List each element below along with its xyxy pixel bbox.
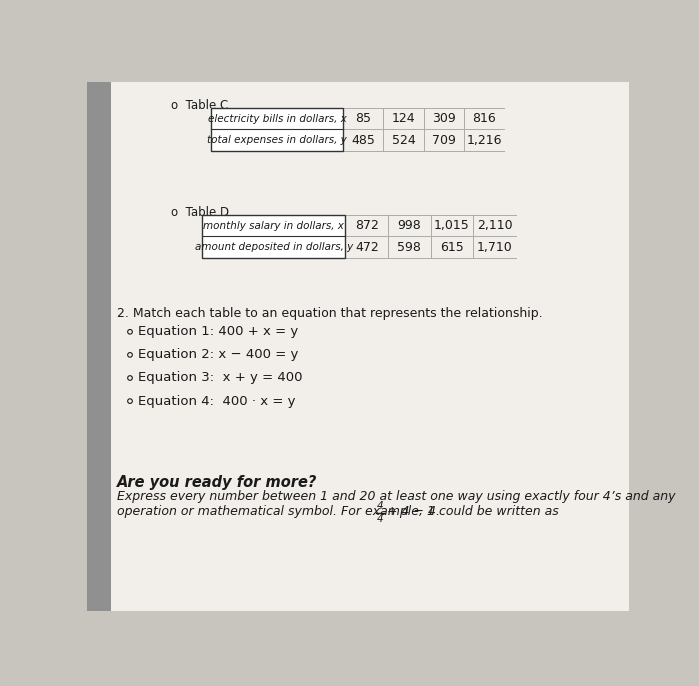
Text: 709: 709 [432,134,456,147]
Text: Equation 4:  400 · x = y: Equation 4: 400 · x = y [138,394,295,407]
Text: + 4 − 4.: + 4 − 4. [387,505,440,518]
Text: o  Table D: o Table D [171,206,229,219]
Text: 598: 598 [398,241,421,254]
Text: amount deposited in dollars, y: amount deposited in dollars, y [194,242,353,252]
Text: total expenses in dollars, y: total expenses in dollars, y [208,135,347,145]
Text: Are you ready for more?: Are you ready for more? [117,475,317,490]
Text: 4: 4 [377,501,383,511]
Text: Express every number between 1 and 20 at least one way using exactly four 4’s an: Express every number between 1 and 20 at… [117,490,675,504]
Text: Equation 1: 400 + x = y: Equation 1: 400 + x = y [138,325,298,338]
Text: 1,015: 1,015 [434,219,470,232]
Text: 998: 998 [398,219,421,232]
Text: o  Table C: o Table C [171,99,229,113]
Text: 524: 524 [391,134,415,147]
Text: electricity bills in dollars, x: electricity bills in dollars, x [208,113,347,123]
Text: 2. Match each table to an equation that represents the relationship.: 2. Match each table to an equation that … [117,307,542,320]
Text: Equation 2: x − 400 = y: Equation 2: x − 400 = y [138,348,298,362]
Text: 485: 485 [352,134,375,147]
Text: 615: 615 [440,241,464,254]
Text: 872: 872 [355,219,379,232]
Text: 309: 309 [432,112,456,125]
Bar [202,215,345,258]
Text: 472: 472 [355,241,379,254]
Text: operation or mathematical symbol. For example, 1 could be written as: operation or mathematical symbol. For ex… [117,505,563,518]
Text: 1,710: 1,710 [477,241,512,254]
Text: 2,110: 2,110 [477,219,512,232]
Text: 4: 4 [377,514,383,524]
Bar [211,108,343,151]
Text: 124: 124 [391,112,415,125]
Text: 1,216: 1,216 [466,134,502,147]
Bar [87,82,110,611]
Text: monthly salary in dollars, x: monthly salary in dollars, x [203,220,344,230]
Text: 816: 816 [473,112,496,125]
Text: Equation 3:  x + y = 400: Equation 3: x + y = 400 [138,372,302,384]
Text: 85: 85 [355,112,371,125]
